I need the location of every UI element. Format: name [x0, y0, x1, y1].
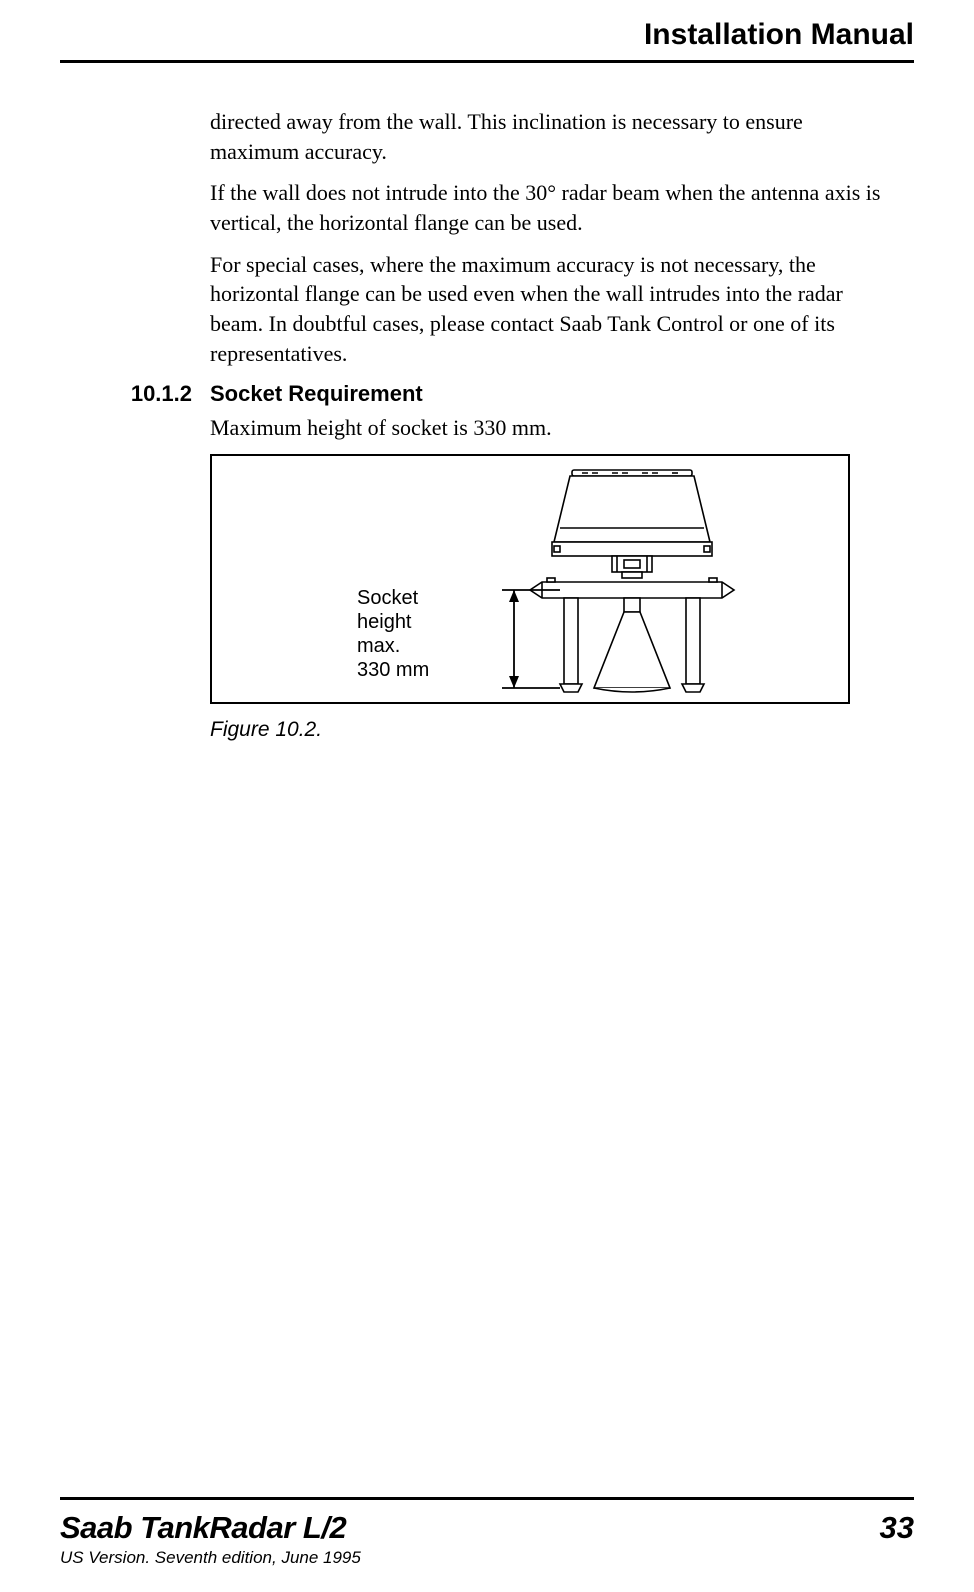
figure-container: Socket height max. 330 mm	[210, 454, 894, 742]
figure-label-line4: 330 mm	[357, 658, 429, 682]
figure-box: Socket height max. 330 mm	[210, 454, 850, 704]
section-body: Maximum height of socket is 330 mm.	[210, 413, 894, 443]
socket-diagram	[452, 464, 812, 699]
page: Installation Manual directed away from t…	[0, 0, 974, 1592]
section-number: 10.1.2	[60, 381, 210, 407]
figure-label-line3: max.	[357, 634, 429, 658]
figure-label-line1: Socket	[357, 586, 429, 610]
content-area: directed away from the wall. This inclin…	[60, 63, 914, 1497]
paragraph-2: If the wall does not intrude into the 30…	[210, 178, 894, 237]
section-title: Socket Requirement	[210, 381, 423, 407]
figure-label: Socket height max. 330 mm	[357, 586, 429, 682]
page-number: 33	[880, 1510, 914, 1546]
section-heading-row: 10.1.2 Socket Requirement	[60, 381, 914, 407]
figure-caption: Figure 10.2.	[210, 718, 894, 742]
page-header: Installation Manual	[60, 0, 914, 63]
footer-left: Saab TankRadar L/2 US Version. Seventh e…	[60, 1510, 361, 1568]
paragraph-3: For special cases, where the maximum acc…	[210, 250, 894, 369]
edition-line: US Version. Seventh edition, June 1995	[60, 1548, 361, 1568]
product-name: Saab TankRadar L/2	[60, 1510, 361, 1546]
page-footer: Saab TankRadar L/2 US Version. Seventh e…	[60, 1497, 914, 1592]
paragraph-1: directed away from the wall. This inclin…	[210, 107, 894, 166]
header-title: Installation Manual	[60, 18, 914, 52]
figure-label-line2: height	[357, 610, 429, 634]
